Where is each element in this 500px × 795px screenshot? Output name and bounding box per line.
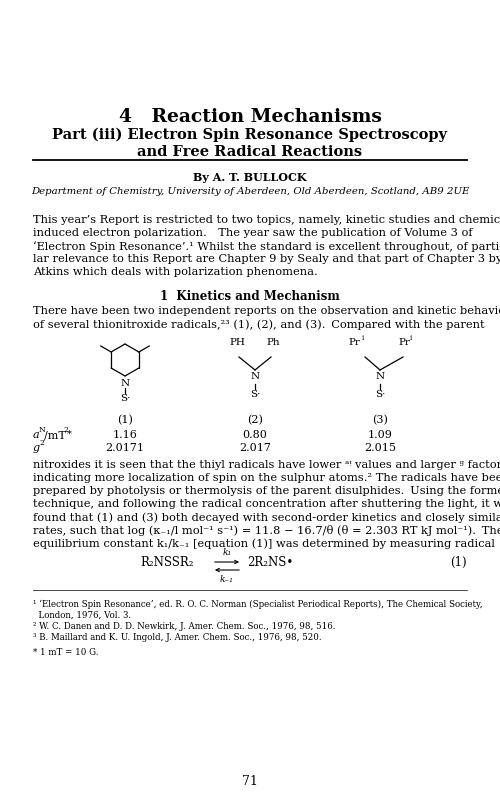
Text: N: N	[39, 426, 46, 434]
Text: 2R₂NS•: 2R₂NS•	[247, 556, 293, 568]
Text: (2): (2)	[247, 415, 263, 425]
Text: k₁: k₁	[222, 548, 232, 557]
Text: Atkins which deals with polarization phenomena.: Atkins which deals with polarization phe…	[33, 267, 318, 277]
Text: ‘Electron Spin Resonance’.¹ Whilst the standard is excellent throughout, of part: ‘Electron Spin Resonance’.¹ Whilst the s…	[33, 241, 500, 252]
Text: of several thionitroxide radicals,²³ (1), (2), and (3). Compared with the parent: of several thionitroxide radicals,²³ (1)…	[33, 319, 484, 330]
Text: (3): (3)	[372, 415, 388, 425]
Text: lar relevance to this Report are Chapter 9 by Sealy and that part of Chapter 3 b: lar relevance to this Report are Chapter…	[33, 254, 500, 264]
Text: a: a	[33, 430, 40, 440]
Text: technique, and following the radical concentration after shuttering the light, i: technique, and following the radical con…	[33, 499, 500, 509]
Text: and Free Radical Reactions: and Free Radical Reactions	[138, 145, 362, 159]
Text: ² W. C. Danen and D. D. Newkirk, J. Amer. Chem. Soc., 1976, 98, 516.: ² W. C. Danen and D. D. Newkirk, J. Amer…	[33, 622, 336, 631]
Text: k₋₁: k₋₁	[220, 575, 234, 584]
Text: i: i	[410, 334, 412, 342]
Text: N: N	[250, 372, 260, 381]
Text: (1): (1)	[117, 415, 133, 425]
Text: 1  Kinetics and Mechanism: 1 Kinetics and Mechanism	[160, 290, 340, 303]
Text: S·: S·	[375, 390, 385, 399]
Text: S·: S·	[120, 394, 130, 403]
Text: 2: 2	[39, 439, 44, 447]
Text: Pr: Pr	[348, 338, 360, 347]
Text: R₂NSSR₂: R₂NSSR₂	[140, 556, 194, 568]
Text: N: N	[376, 372, 384, 381]
Text: 2.017: 2.017	[239, 443, 271, 453]
Text: ³ B. Maillard and K. U. Ingold, J. Amer. Chem. Soc., 1976, 98, 520.: ³ B. Maillard and K. U. Ingold, J. Amer.…	[33, 633, 322, 642]
Text: rates, such that log (κ₋₁/l mol⁻¹ s⁻¹) = 11.8 − 16.7/θ (θ = 2.303 RT kJ mol⁻¹). : rates, such that log (κ₋₁/l mol⁻¹ s⁻¹) =…	[33, 525, 500, 536]
Text: 2.015: 2.015	[364, 443, 396, 453]
Text: N: N	[120, 379, 130, 388]
Text: indicating more localization of spin on the sulphur atoms.² The radicals have be: indicating more localization of spin on …	[33, 473, 500, 483]
Text: ¹ ‘Electron Spin Resonance’, ed. R. O. C. Norman (Specialist Periodical Reports): ¹ ‘Electron Spin Resonance’, ed. R. O. C…	[33, 600, 482, 609]
Text: Department of Chemistry, University of Aberdeen, Old Aberdeen, Scotland, AB9 2UE: Department of Chemistry, University of A…	[31, 187, 469, 196]
Text: 1.16: 1.16	[112, 430, 138, 440]
Text: Ph: Ph	[266, 338, 280, 347]
Text: This year’s Report is restricted to two topics, namely, kinetic studies and chem: This year’s Report is restricted to two …	[33, 215, 500, 225]
Text: 71: 71	[242, 775, 258, 788]
Text: * 1 mT = 10 G.: * 1 mT = 10 G.	[33, 648, 98, 657]
Text: g: g	[33, 443, 40, 453]
Text: 4   Reaction Mechanisms: 4 Reaction Mechanisms	[118, 108, 382, 126]
Text: nitroxides it is seen that the thiyl radicals have lower ᵃᵎ values and larger ᵍ : nitroxides it is seen that the thiyl rad…	[33, 460, 500, 470]
Text: 2.0171: 2.0171	[106, 443, 144, 453]
Text: equilibrium constant k₁/k₋₁ [equation (1)] was determined by measuring radical: equilibrium constant k₁/k₋₁ [equation (1…	[33, 538, 495, 549]
Text: PH: PH	[229, 338, 245, 347]
Text: induced electron polarization.  The year saw the publication of Volume 3 of: induced electron polarization. The year …	[33, 228, 472, 238]
Text: Part (iii) Electron Spin Resonance Spectroscopy: Part (iii) Electron Spin Resonance Spect…	[52, 128, 448, 142]
Text: 1.09: 1.09	[368, 430, 392, 440]
Text: *: *	[67, 430, 72, 439]
Text: prepared by photolysis or thermolysis of the parent disulphides. Using the forme: prepared by photolysis or thermolysis of…	[33, 486, 500, 496]
Text: 2: 2	[63, 426, 68, 434]
Text: Pr: Pr	[398, 338, 410, 347]
Text: There have been two independent reports on the observation and kinetic behaviour: There have been two independent reports …	[33, 306, 500, 316]
Text: London, 1976, Vol. 3.: London, 1976, Vol. 3.	[33, 611, 131, 620]
Text: By A. T. BULLOCK: By A. T. BULLOCK	[193, 172, 307, 183]
Text: S·: S·	[250, 390, 260, 399]
Text: i: i	[362, 334, 364, 342]
Text: (1): (1)	[450, 556, 467, 568]
Text: found that (1) and (3) both decayed with second-order kinetics and closely simil: found that (1) and (3) both decayed with…	[33, 512, 500, 522]
Text: /mT: /mT	[44, 430, 66, 440]
Text: 0.80: 0.80	[242, 430, 268, 440]
